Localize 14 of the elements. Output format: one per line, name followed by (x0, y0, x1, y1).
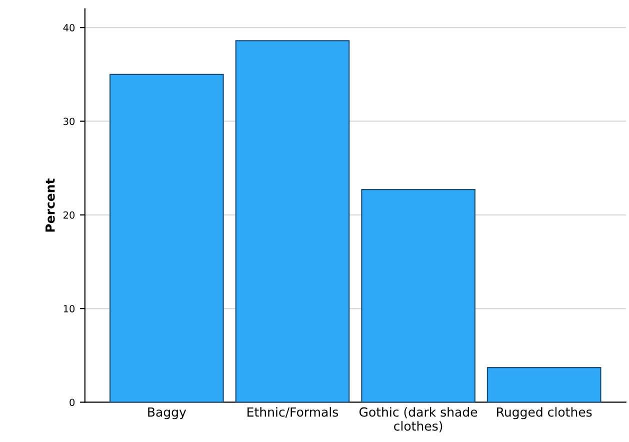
bar (361, 189, 476, 402)
y-tick-label: 10 (64, 305, 75, 312)
bar (486, 367, 602, 402)
y-axis-title: Percent (46, 178, 55, 232)
x-tick-label: Rugged clothes (497, 407, 592, 420)
y-tick-label: 20 (64, 211, 75, 219)
x-tick-label: Baggy (148, 407, 186, 420)
x-tick-label: Gothic (dark shade clothes) (359, 407, 478, 432)
y-tick-label: 40 (63, 24, 75, 32)
y-tick-label: 0 (70, 398, 75, 406)
bar (235, 40, 350, 402)
y-tick-label: 30 (64, 118, 75, 126)
bar (110, 74, 224, 402)
x-tick-label: Ethnic/Formals (248, 407, 338, 418)
